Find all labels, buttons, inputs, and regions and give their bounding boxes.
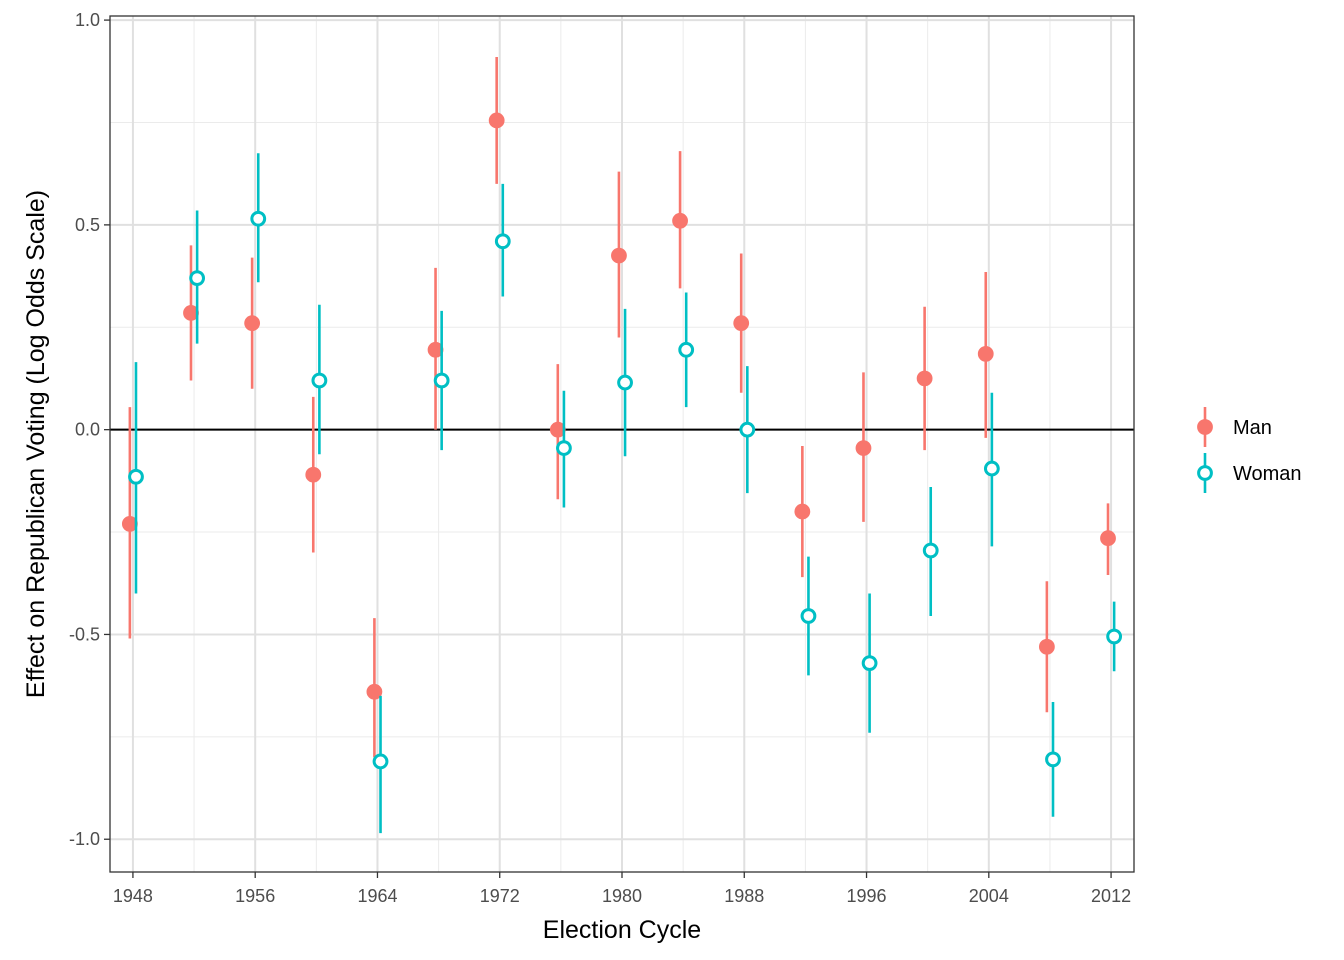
point-woman <box>739 421 756 438</box>
y-tick-label: 0.5 <box>75 215 100 235</box>
point-woman <box>1045 751 1061 768</box>
y-tick-label: -0.5 <box>69 624 100 644</box>
point-man <box>855 440 872 456</box>
x-tick-label: 1948 <box>113 886 153 906</box>
point-man <box>1038 638 1055 655</box>
point-woman <box>983 460 1000 477</box>
point-woman <box>433 372 450 389</box>
y-tick-label: 0.0 <box>75 420 100 440</box>
x-tick-label: 1956 <box>235 886 275 906</box>
x-tick-label: 1988 <box>724 886 764 906</box>
point-man <box>733 315 750 332</box>
x-axis: 1948 1956 1964 1972 1980 1988 1996 2004 2012 <box>113 872 1131 906</box>
legend: Man Woman <box>1197 407 1302 493</box>
point-man <box>366 683 383 700</box>
point-man <box>916 370 933 387</box>
point-woman <box>494 233 511 250</box>
point-woman <box>617 374 633 391</box>
legend-key-point-woman <box>1197 465 1213 481</box>
x-tick-label: 1996 <box>847 886 887 906</box>
y-tick-label: -1.0 <box>69 829 100 849</box>
point-man <box>794 503 811 520</box>
point-man <box>427 341 444 358</box>
point-man <box>488 112 505 129</box>
point-woman <box>1106 628 1123 645</box>
x-tick-label: 1980 <box>602 886 642 906</box>
x-tick-label: 2004 <box>969 886 1009 906</box>
point-woman <box>861 655 878 672</box>
x-tick-label: 1964 <box>357 886 397 906</box>
point-woman <box>372 753 389 770</box>
point-man <box>244 315 261 332</box>
point-man <box>121 515 138 532</box>
point-woman <box>800 608 817 624</box>
point-woman <box>311 372 328 389</box>
y-axis: -1.0 -0.5 0.0 0.5 1.0 <box>69 10 110 849</box>
x-tick-label: 1972 <box>480 886 520 906</box>
y-tick-label: 1.0 <box>75 10 100 30</box>
legend-label-woman: Woman <box>1233 463 1302 485</box>
legend-key-point-man <box>1197 419 1213 435</box>
point-man <box>611 247 627 264</box>
legend-label-man: Man <box>1233 417 1272 439</box>
point-woman <box>678 341 695 358</box>
point-woman <box>556 440 572 456</box>
point-woman <box>250 210 267 227</box>
x-axis-title: Election Cycle <box>543 916 701 944</box>
point-man <box>305 466 322 483</box>
point-woman <box>922 542 939 559</box>
point-man <box>977 345 994 362</box>
y-axis-title: Effect on Republican Voting (Log Odds Sc… <box>22 190 50 698</box>
point-man <box>672 212 688 229</box>
point-man <box>549 421 566 438</box>
point-woman <box>189 270 206 287</box>
point-man <box>1100 530 1116 547</box>
x-tick-label: 2012 <box>1091 886 1131 906</box>
point-man <box>183 305 199 321</box>
point-woman <box>128 468 144 485</box>
data-series <box>121 56 1123 834</box>
